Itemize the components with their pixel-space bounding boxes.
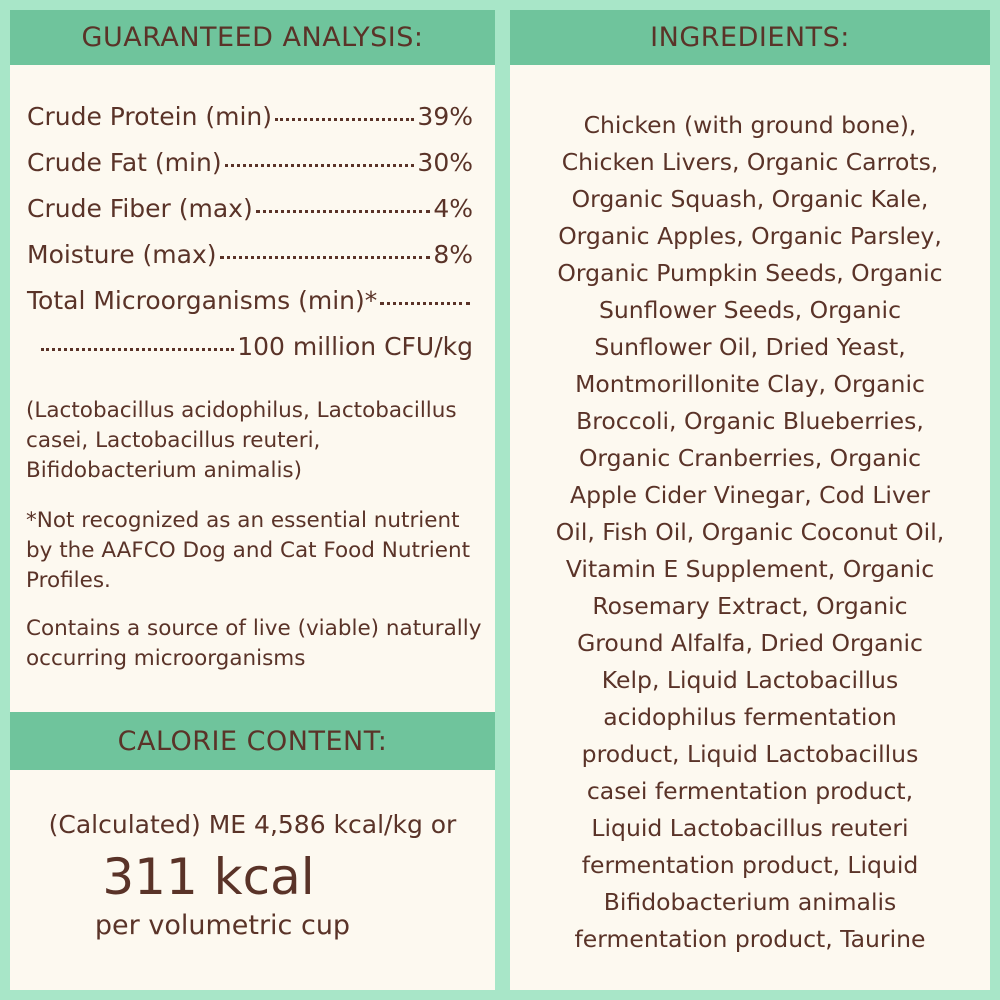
- analysis-label: Total Microorganisms (min)*: [27, 286, 378, 315]
- analysis-label: Crude Fat (min): [27, 148, 222, 177]
- ingredients-panel: INGREDIENTS: Chicken (with ground bone),…: [510, 10, 990, 990]
- ingredients-line: Organic Cranberries, Organic: [578, 444, 922, 472]
- calorie-big: 311 kcal: [102, 848, 315, 906]
- calorie-content-header: CALORIE CONTENT:: [10, 712, 495, 770]
- ingredients-line: Apple Cider Vinegar, Cod Liver: [570, 481, 930, 509]
- analysis-row-moisture: Moisture (max) 8%: [27, 240, 473, 269]
- ingredients-line: Organic Apples, Organic Parsley,: [558, 222, 942, 250]
- analysis-row-microorganisms-value: 100 million CFU/kg: [38, 332, 473, 361]
- analysis-label: Crude Fiber (max): [27, 194, 253, 223]
- calorie-unit: per volumetric cup: [94, 910, 351, 941]
- ingredients-line: Vitamin E Supplement, Organic: [565, 555, 935, 583]
- ingredients-list: Chicken (with ground bone), Chicken Liver…: [510, 107, 990, 958]
- analysis-value: 4%: [433, 194, 473, 223]
- dot-leader: [380, 302, 470, 305]
- calorie-line: (Calculated) ME 4,586 kcal/kg or: [48, 810, 457, 839]
- ingredients-line: Kelp, Liquid Lactobacillus: [601, 666, 899, 694]
- ingredients-line: Chicken (with ground bone),: [583, 111, 917, 139]
- guaranteed-analysis-header: GUARANTEED ANALYSIS:: [10, 10, 495, 65]
- ingredients-line: fermentation product, Taurine: [574, 925, 926, 953]
- ingredients-line: Organic Squash, Organic Kale,: [571, 185, 929, 213]
- analysis-row-protein: Crude Protein (min) 39%: [27, 102, 473, 131]
- ingredients-line: Montmorillonite Clay, Organic: [575, 370, 925, 398]
- analysis-value: 100 million CFU/kg: [237, 332, 473, 361]
- ingredients-line: Liquid Lactobacillus reuteri: [591, 814, 909, 842]
- ingredients-line: Bifidobacterium animalis: [603, 888, 897, 916]
- footnote-text: *Not recognized as an essential nutrient…: [26, 508, 471, 593]
- ingredients-line: Ground Alfalfa, Dried Organic: [577, 629, 923, 657]
- ingredients-line: Sunflower Oil, Dried Yeast,: [594, 333, 906, 361]
- dot-leader: [224, 164, 415, 167]
- analysis-value: 30%: [417, 148, 473, 177]
- ingredients-line: Broccoli, Organic Blueberries,: [576, 407, 924, 435]
- analysis-label: Crude Protein (min): [27, 102, 273, 131]
- ingredients-line: acidophilus fermentation: [603, 703, 897, 731]
- ingredients-line: Organic Pumpkin Seeds, Organic: [557, 259, 943, 287]
- analysis-value: 8%: [433, 240, 473, 269]
- analysis-label: Moisture (max): [27, 240, 217, 269]
- ingredients-line: Rosemary Extract, Organic: [592, 592, 908, 620]
- live-note-text: Contains a source of live (viable) natur…: [26, 616, 482, 671]
- ingredients-line: Oil, Fish Oil, Organic Coconut Oil,: [555, 518, 945, 546]
- dot-leader: [219, 256, 431, 259]
- analysis-row-microorganisms: Total Microorganisms (min)*: [27, 286, 473, 315]
- strains-text: (Lactobacillus acidophilus, Lactobacillu…: [26, 398, 457, 483]
- dot-leader: [275, 118, 415, 121]
- guaranteed-analysis-panel: GUARANTEED ANALYSIS: Crude Protein (min)…: [10, 10, 495, 990]
- ingredients-line: casei fermentation product,: [586, 777, 914, 805]
- ingredients-line: Sunflower Seeds, Organic: [598, 296, 902, 324]
- dot-leader: [41, 348, 235, 351]
- analysis-row-fiber: Crude Fiber (max) 4%: [27, 194, 473, 223]
- analysis-row-fat: Crude Fat (min) 30%: [27, 148, 473, 177]
- ingredients-header: INGREDIENTS:: [510, 10, 990, 65]
- ingredients-line: product, Liquid Lactobacillus: [581, 740, 919, 768]
- ingredients-line: fermentation product, Liquid: [581, 851, 919, 879]
- analysis-value: 39%: [417, 102, 473, 131]
- ingredients-line: Chicken Livers, Organic Carrots,: [561, 148, 939, 176]
- dot-leader: [255, 210, 431, 213]
